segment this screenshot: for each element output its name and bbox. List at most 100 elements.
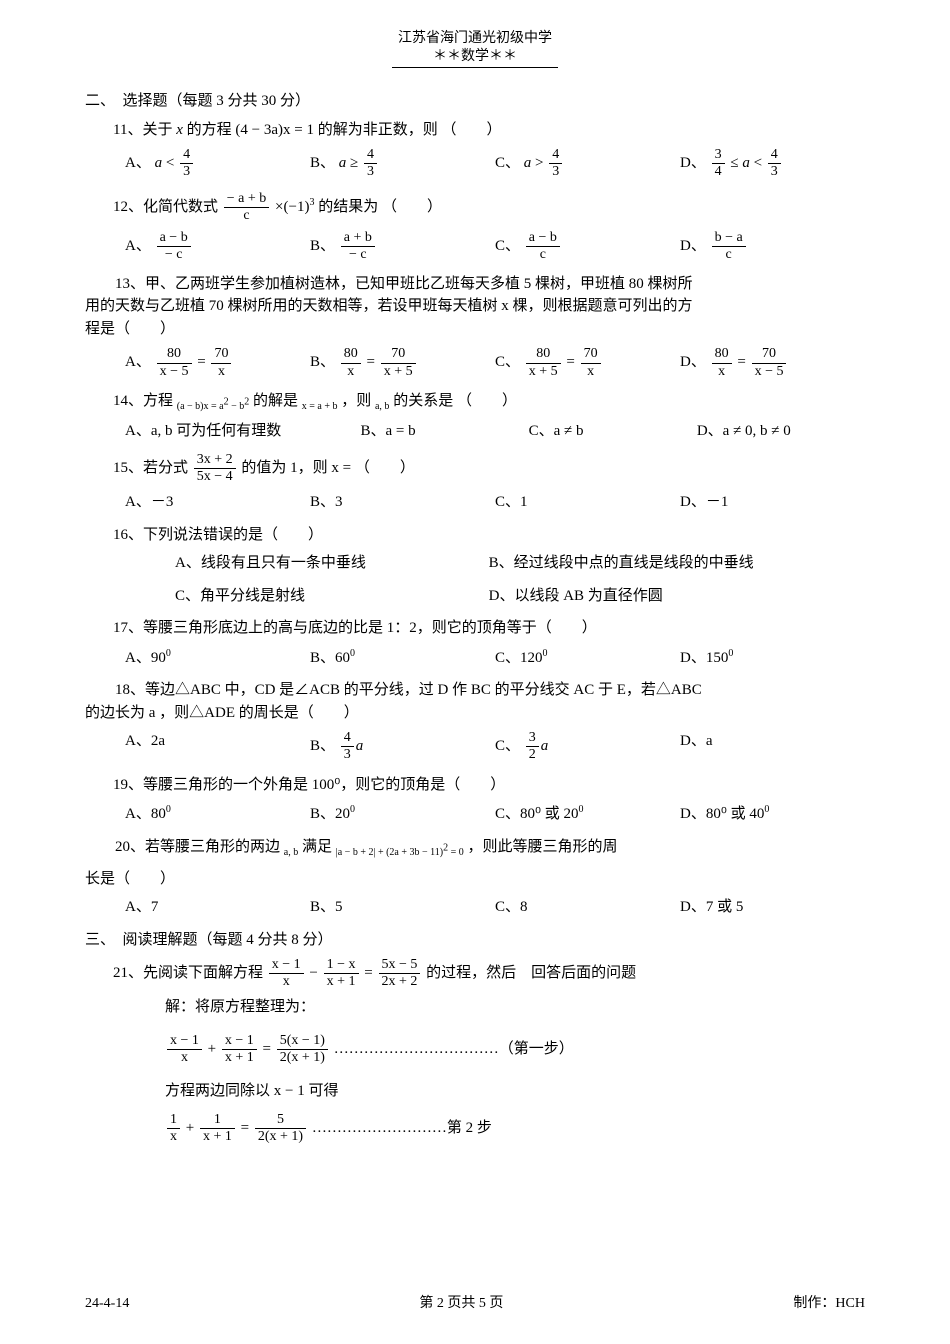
- q19-opt-a: A、800: [125, 802, 310, 826]
- footer-date: 24-4-14: [85, 1293, 129, 1314]
- q17-options: A、900 B、600 C、1200 D、1500: [125, 646, 865, 670]
- q12-text-a: 12、化简代数式: [113, 199, 218, 215]
- q21-step1-tail: ……………………………（第一步）: [334, 1041, 574, 1057]
- q13-line1: 13、甲、乙两班学生参加植树造林，已知甲班比乙班每天多植 5 棵树，甲班植 80…: [85, 273, 865, 296]
- q15-text-b: 的值为 1，则 x =: [241, 460, 351, 476]
- page-header: 江苏省海门通光初级中学 ＊＊数学＊＊: [85, 30, 865, 68]
- q20-opt-c: C、8: [495, 896, 680, 919]
- q20-options: A、7 B、5 C、8 D、7 或 5: [125, 896, 865, 919]
- q21-divide-text: 方程两边同除以 x − 1 可得: [165, 1080, 865, 1103]
- q17-stem: 17、等腰三角形底边上的高与底边的比是 1：2，则它的顶角等于（ ）: [113, 617, 865, 640]
- q16-options-row1: A、线段有且只有一条中垂线 B、经过线段中点的直线是线段的中垂线: [125, 552, 865, 575]
- q21-stem: 21、先阅读下面解方程 x − 1x − 1 − xx + 1 = 5x − 5…: [113, 957, 865, 990]
- subject-label: ＊＊数学＊＊: [433, 49, 517, 64]
- q16-opt-a: A、线段有且只有一条中垂线: [175, 552, 489, 575]
- q21-text-b: 的过程，然后 回答后面的问题: [426, 965, 636, 981]
- q12-opt-c: C、 a − bc: [495, 230, 680, 263]
- q12-paren: （ ）: [382, 199, 442, 215]
- q14-text-b: 的解是: [253, 393, 298, 409]
- q16-opt-c: C、角平分线是射线: [175, 585, 489, 608]
- q12-opt-a: A、 a − b− c: [125, 230, 310, 263]
- q11-opt-b: B、 a ≥ 43: [310, 147, 495, 180]
- q14-text-a: 14、方程: [113, 393, 173, 409]
- q14-opt-b: B、a = b: [360, 420, 528, 443]
- footer-author: 制作：HCH: [793, 1293, 865, 1314]
- q20-eq0: = 0: [448, 847, 464, 858]
- q15-opt-d: D、－1: [680, 491, 865, 514]
- q11-opt-c: C、 a > 43: [495, 147, 680, 180]
- q19-opt-d: D、80⁰ 或 400: [680, 802, 865, 826]
- school-name: 江苏省海门通光初级中学: [398, 31, 552, 46]
- q12-exp: 3: [309, 197, 314, 208]
- q14-paren: （ ）: [457, 393, 517, 409]
- q14-stem: 14、方程 (a − b)x = a2 − b2 的解是 x = a + b ，…: [113, 390, 865, 414]
- q15-opt-a: A、－3: [125, 491, 310, 514]
- q20-text-c: ，则此等腰三角形的周: [468, 839, 618, 855]
- q13-line2: 用的天数与乙班植 70 棵树所用的天数相等，若设甲班每天植树 x 棵，则根据题意…: [85, 295, 865, 318]
- q17-opt-b: B、600: [310, 646, 495, 670]
- q14-opt-d: D、a ≠ 0, b ≠ 0: [697, 420, 865, 443]
- q15-opt-b: B、3: [310, 491, 495, 514]
- q21-step2-tail: ………………………第 2 步: [312, 1120, 492, 1136]
- q15-text-a: 15、若分式: [113, 460, 188, 476]
- q15-stem: 15、若分式 3x + 25x − 4 的值为 1，则 x = （ ）: [113, 452, 865, 485]
- footer-page: 第 2 页共 5 页: [419, 1293, 503, 1314]
- q16-stem: 16、下列说法错误的是（ ）: [113, 524, 865, 547]
- q17-opt-d: D、1500: [680, 646, 865, 670]
- q12-opt-d: D、 b − ac: [680, 230, 865, 263]
- q21-step2: 1x + 1x + 1 = 52(x + 1) ………………………第 2 步: [165, 1112, 865, 1145]
- q11-var-x: x: [176, 122, 183, 138]
- q15-paren: （ ）: [355, 460, 415, 476]
- q13-opt-b: B、 80x = 70x + 5: [310, 346, 495, 379]
- q11-stem: 11、关于 x 的方程 (4 − 3a)x = 1 的解为非正数，则 （ ）: [113, 119, 865, 142]
- q13-line3: 程是（ ）: [85, 318, 865, 341]
- q17-opt-c: C、1200: [495, 646, 680, 670]
- q11-options: A、 a < 43 B、 a ≥ 43 C、 a > 43 D、 34 ≤ a …: [125, 147, 865, 180]
- q14-opt-c: C、a ≠ b: [529, 420, 697, 443]
- q14-options: A、a, b 可为任何有理数 B、a = b C、a ≠ b D、a ≠ 0, …: [125, 420, 865, 443]
- q18-line2: 的边长为 a ，则△ADE 的周长是（ ）: [85, 702, 865, 725]
- q12-stem: 12、化简代数式 − a + bc ×(−1)3 的结果为 （ ）: [113, 191, 865, 224]
- q19-opt-c: C、80⁰ 或 200: [495, 802, 680, 826]
- q15-options: A、－3 B、3 C、1 D、－1: [125, 491, 865, 514]
- q11-eq: (4 − 3a)x = 1: [235, 122, 314, 138]
- q18-options: A、2a B、 43a C、 32a D、a: [125, 730, 865, 763]
- q14-opt-a: A、a, b 可为任何有理数: [125, 420, 360, 443]
- q13-opt-c: C、 80x + 5 = 70x: [495, 346, 680, 379]
- q18-opt-a: A、2a: [125, 730, 310, 763]
- q12-text-b: 的结果为: [318, 199, 378, 215]
- q12-mid: ×(−1): [275, 199, 309, 215]
- q16-options-row2: C、角平分线是射线 D、以线段 AB 为直径作圆: [125, 585, 865, 608]
- q20-text-b: 满足: [302, 839, 332, 855]
- q20-opt-a: A、7: [125, 896, 310, 919]
- q21-solve-label: 解：将原方程整理为：: [165, 996, 865, 1019]
- q13-options: A、 80x − 5 = 70x B、 80x = 70x + 5 C、 80x…: [125, 346, 865, 379]
- section-2-title: 二、 选择题（每题 3 分共 30 分）: [85, 90, 865, 113]
- q15-opt-c: C、1: [495, 491, 680, 514]
- q11-paren: （ ）: [441, 122, 501, 138]
- q13-opt-d: D、 80x = 70x − 5: [680, 346, 865, 379]
- q14-eq2: x = a + b: [302, 401, 338, 412]
- q21-step1: x − 1x + x − 1x + 1 = 5(x − 1)2(x + 1) ……: [165, 1033, 865, 1066]
- q16-opt-b: B、经过线段中点的直线是线段的中垂线: [489, 552, 865, 575]
- q11-text-c: 的解为非正数，则: [318, 122, 438, 138]
- q14-text-c: ，则: [341, 393, 371, 409]
- q14-eq-r: − b: [229, 401, 245, 412]
- q11-text-b: 的方程: [187, 122, 232, 138]
- q12-options: A、 a − b− c B、 a + b− c C、 a − bc D、 b −…: [125, 230, 865, 263]
- q14-ab: a, b: [375, 401, 389, 412]
- q18-opt-c: C、 32a: [495, 730, 680, 763]
- q11-text-a: 11、关于: [113, 122, 172, 138]
- page-footer: 24-4-14 第 2 页共 5 页 制作：HCH: [85, 1293, 865, 1314]
- q18-line1: 18、等边△ABC 中，CD 是∠ACB 的平分线，过 D 作 BC 的平分线交…: [85, 679, 865, 702]
- q20-opt-d: D、7 或 5: [680, 896, 865, 919]
- q11-opt-a: A、 a < 43: [125, 147, 310, 180]
- q13-opt-a: A、 80x − 5 = 70x: [125, 346, 310, 379]
- q20-text-a: 20、若等腰三角形的两边: [85, 839, 280, 855]
- q20-line2: 长是（ ）: [85, 868, 865, 891]
- q11-opt-d: D、 34 ≤ a < 43: [680, 147, 865, 180]
- q19-options: A、800 B、200 C、80⁰ 或 200 D、80⁰ 或 400: [125, 802, 865, 826]
- q21-text-a: 21、先阅读下面解方程: [113, 965, 263, 981]
- q20-ab: a, b: [284, 847, 298, 858]
- page: 江苏省海门通光初级中学 ＊＊数学＊＊ 二、 选择题（每题 3 分共 30 分） …: [0, 0, 950, 1344]
